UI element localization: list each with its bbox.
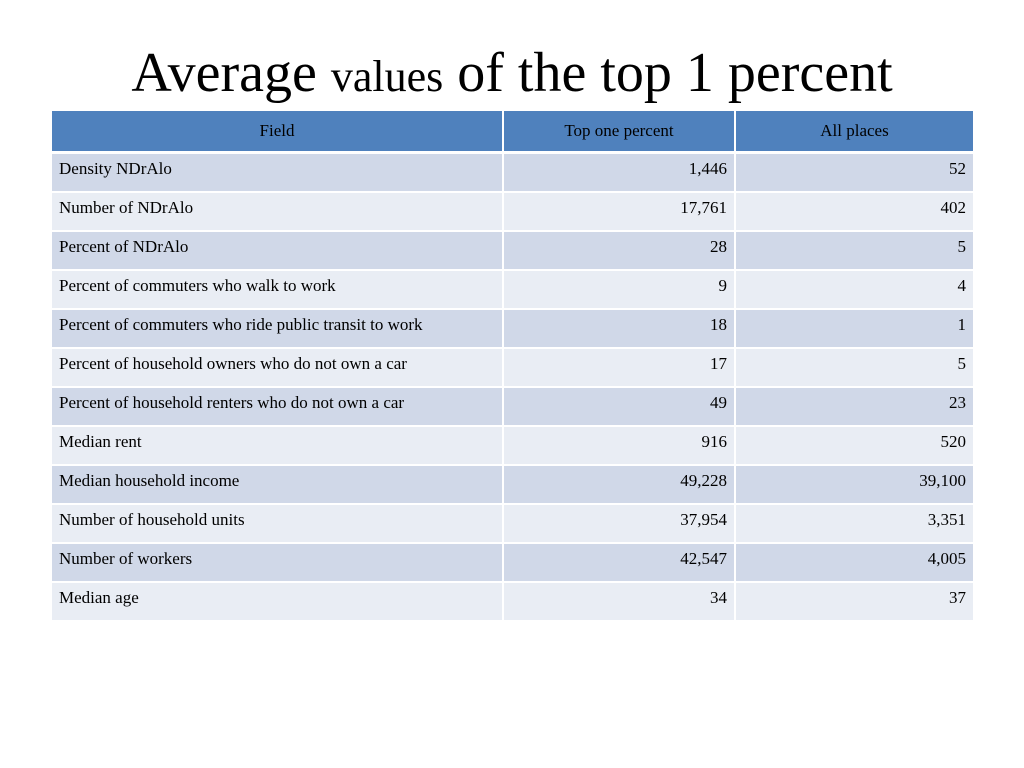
all-places-cell: 23 (735, 386, 973, 427)
field-cell: Percent of household renters who do not … (52, 386, 504, 427)
header-row: Field Top one percent All places (52, 111, 973, 154)
field-cell: Number of household units (52, 503, 504, 544)
table-body: Density NDrAlo 1,446 52 Number of NDrAlo… (52, 152, 973, 622)
all-places-cell: 4 (735, 269, 973, 310)
top-one-percent-cell: 17,761 (503, 191, 736, 232)
all-places-cell: 5 (735, 347, 973, 388)
table-row: Number of NDrAlo 17,761 402 (52, 191, 973, 232)
field-cell: Density NDrAlo (52, 152, 504, 193)
table-row: Median age 34 37 (52, 581, 973, 622)
title-part-1: Average (131, 42, 331, 104)
data-table: Field Top one percent All places Density… (52, 111, 973, 622)
all-places-cell: 39,100 (735, 464, 973, 505)
field-cell: Median rent (52, 425, 504, 466)
table-header: Field Top one percent All places (52, 111, 973, 154)
all-places-cell: 3,351 (735, 503, 973, 544)
field-cell: Median age (52, 581, 504, 622)
field-cell: Number of NDrAlo (52, 191, 504, 232)
field-cell: Percent of household owners who do not o… (52, 347, 504, 388)
top-one-percent-cell: 17 (503, 347, 736, 388)
top-one-percent-cell: 34 (503, 581, 736, 622)
top-one-percent-cell: 49 (503, 386, 736, 427)
all-places-cell: 52 (735, 152, 973, 193)
top-one-percent-cell: 37,954 (503, 503, 736, 544)
top-one-percent-cell: 916 (503, 425, 736, 466)
field-cell: Percent of commuters who walk to work (52, 269, 504, 310)
table-row: Median household income 49,228 39,100 (52, 464, 973, 505)
table-row: Percent of household owners who do not o… (52, 347, 973, 388)
top-one-percent-cell: 18 (503, 308, 736, 349)
table-row: Number of workers 42,547 4,005 (52, 542, 973, 583)
top-one-percent-cell: 49,228 (503, 464, 736, 505)
all-places-cell: 402 (735, 191, 973, 232)
all-places-cell: 37 (735, 581, 973, 622)
column-header-all-places: All places (735, 111, 973, 154)
all-places-cell: 5 (735, 230, 973, 271)
column-header-field: Field (52, 111, 504, 154)
field-cell: Percent of NDrAlo (52, 230, 504, 271)
title-part-3: of the top 1 percent (443, 42, 893, 104)
slide-title: Average values of the top 1 percent (0, 38, 1024, 112)
all-places-cell: 520 (735, 425, 973, 466)
table-row: Percent of NDrAlo 28 5 (52, 230, 973, 271)
top-one-percent-cell: 28 (503, 230, 736, 271)
field-cell: Percent of commuters who ride public tra… (52, 308, 504, 349)
table-row: Percent of commuters who walk to work 9 … (52, 269, 973, 310)
table-row: Number of household units 37,954 3,351 (52, 503, 973, 544)
table-row: Percent of commuters who ride public tra… (52, 308, 973, 349)
column-header-top-one-percent: Top one percent (503, 111, 736, 154)
all-places-cell: 4,005 (735, 542, 973, 583)
top-one-percent-cell: 9 (503, 269, 736, 310)
field-cell: Number of workers (52, 542, 504, 583)
table-row: Density NDrAlo 1,446 52 (52, 152, 973, 193)
table-row: Percent of household renters who do not … (52, 386, 973, 427)
top-one-percent-cell: 1,446 (503, 152, 736, 193)
table-row: Median rent 916 520 (52, 425, 973, 466)
top-one-percent-cell: 42,547 (503, 542, 736, 583)
all-places-cell: 1 (735, 308, 973, 349)
field-cell: Median household income (52, 464, 504, 505)
title-part-2: values (330, 52, 444, 101)
